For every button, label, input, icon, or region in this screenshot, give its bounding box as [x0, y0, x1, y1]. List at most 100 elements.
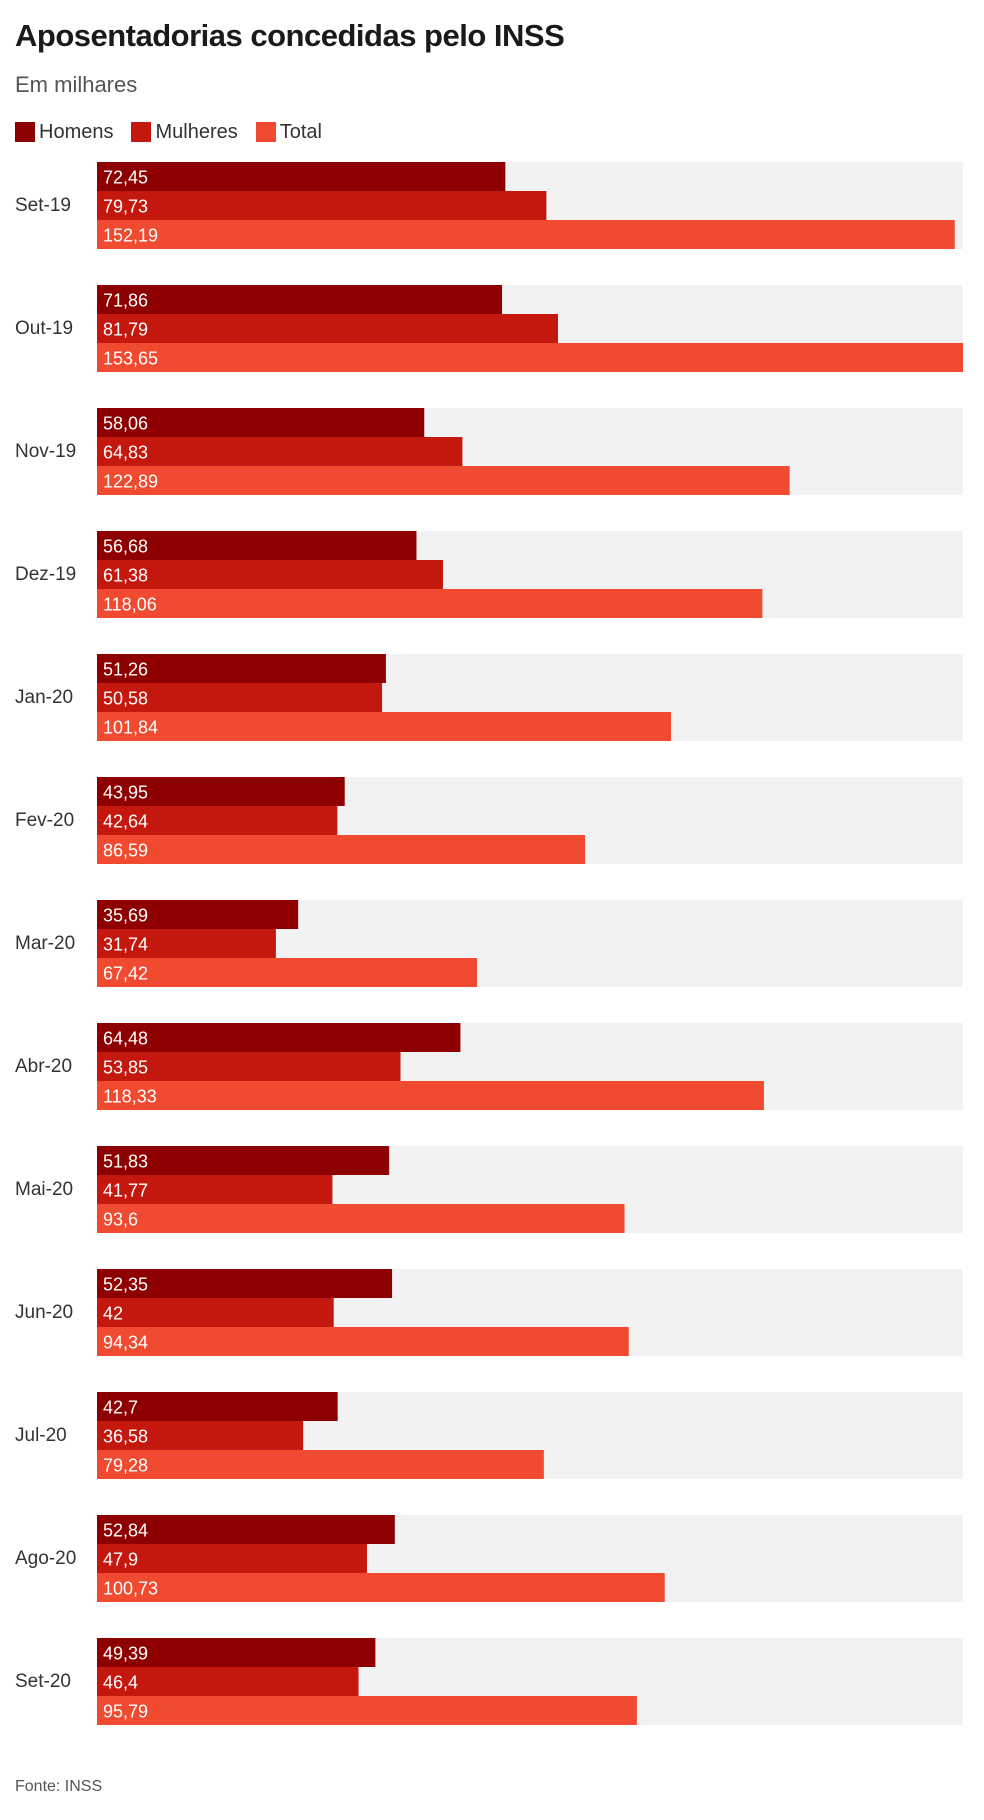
- bar-homens-jul-20: [97, 1392, 338, 1421]
- bar-mulheres-jun-20: [97, 1298, 334, 1327]
- value-label-homens-mar-20: 35,69: [103, 906, 148, 926]
- bar-homens-ago-20: [97, 1515, 395, 1544]
- bar-total-fev-20: [97, 835, 586, 864]
- bar-mulheres-abr-20: [97, 1052, 401, 1081]
- value-label-total-jun-20: 94,34: [103, 1333, 148, 1353]
- category-label-jul-20: Jul-20: [15, 1425, 67, 1446]
- legend: Homens Mulheres Total: [15, 119, 340, 145]
- value-label-total-out-19: 153,65: [103, 349, 158, 369]
- legend-swatch-homens: [15, 122, 35, 142]
- value-label-homens-abr-20: 64,48: [103, 1029, 148, 1049]
- bar-total-jun-20: [97, 1327, 629, 1356]
- category-label-dez-19: Dez-19: [15, 564, 76, 585]
- bar-mulheres-jul-20: [97, 1421, 304, 1450]
- bar-total-mai-20: [97, 1204, 625, 1233]
- bar-total-mar-20: [97, 958, 477, 987]
- value-label-total-set-19: 152,19: [103, 226, 158, 246]
- bar-mulheres-ago-20: [97, 1544, 367, 1573]
- bar-mulheres-mar-20: [97, 929, 276, 958]
- category-label-jun-20: Jun-20: [15, 1302, 73, 1323]
- legend-label-total: Total: [279, 120, 322, 143]
- value-label-homens-set-19: 72,45: [103, 168, 148, 188]
- legend-item-homens: Homens: [15, 121, 113, 144]
- category-label-set-20: Set-20: [15, 1671, 71, 1692]
- bar-total-jan-20: [97, 712, 671, 741]
- legend-swatch-total: [255, 122, 276, 142]
- bar-chart: Set-19 72,45 79,73 152,19 Out-19 71,86 81,79 15…: [15, 162, 963, 1725]
- category-label-mai-20: Mai-20: [15, 1179, 73, 1200]
- value-label-homens-jul-20: 42,7: [103, 1398, 138, 1418]
- category-label-nov-19: Nov-19: [15, 441, 76, 462]
- value-label-mulheres-jun-20: 42: [103, 1304, 123, 1324]
- category-label-jan-20: Jan-20: [15, 687, 73, 708]
- bar-total-out-19: [97, 343, 963, 372]
- value-label-mulheres-mar-20: 31,74: [103, 935, 148, 955]
- chart-title: Aposentadorias concedidas pelo INSS: [15, 18, 565, 53]
- value-label-mulheres-mai-20: 41,77: [103, 1181, 148, 1201]
- value-label-homens-nov-19: 58,06: [103, 414, 148, 434]
- legend-swatch-mulheres: [131, 122, 152, 142]
- value-label-mulheres-set-20: 46,4: [103, 1673, 138, 1693]
- bar-mulheres-jan-20: [97, 683, 383, 712]
- value-label-mulheres-nov-19: 64,83: [103, 443, 148, 463]
- value-label-mulheres-ago-20: 47,9: [103, 1550, 138, 1570]
- bar-homens-fev-20: [97, 777, 345, 806]
- bar-homens-set-19: [97, 162, 506, 191]
- bar-mulheres-set-19: [97, 191, 547, 220]
- value-label-total-dez-19: 118,06: [103, 595, 157, 615]
- bar-total-nov-19: [97, 466, 790, 495]
- bar-total-jul-20: [97, 1450, 544, 1479]
- value-label-homens-fev-20: 43,95: [103, 783, 148, 803]
- value-label-total-jul-20: 79,28: [103, 1456, 148, 1476]
- bar-homens-out-19: [97, 285, 503, 314]
- bar-homens-nov-19: [97, 408, 425, 437]
- bar-total-set-20: [97, 1696, 637, 1725]
- category-label-set-19: Set-19: [15, 195, 71, 216]
- value-label-homens-set-20: 49,39: [103, 1644, 148, 1664]
- bar-total-set-19: [97, 220, 955, 249]
- value-label-total-ago-20: 100,73: [103, 1579, 158, 1599]
- bar-homens-mai-20: [97, 1146, 390, 1175]
- value-label-mulheres-jul-20: 36,58: [103, 1427, 148, 1447]
- value-label-mulheres-jan-20: 50,58: [103, 689, 148, 709]
- bar-total-ago-20: [97, 1573, 665, 1602]
- bar-mulheres-dez-19: [97, 560, 443, 589]
- value-label-total-abr-20: 118,33: [103, 1087, 157, 1107]
- chart-subtitle: Em milhares: [15, 72, 138, 97]
- value-label-homens-jun-20: 52,35: [103, 1275, 148, 1295]
- category-label-ago-20: Ago-20: [15, 1548, 76, 1569]
- category-label-mar-20: Mar-20: [15, 933, 75, 954]
- bar-mulheres-fev-20: [97, 806, 338, 835]
- value-label-mulheres-fev-20: 42,64: [103, 812, 148, 832]
- bar-mulheres-nov-19: [97, 437, 463, 466]
- category-label-out-19: Out-19: [15, 318, 73, 339]
- bar-mulheres-out-19: [97, 314, 558, 343]
- bar-homens-jun-20: [97, 1269, 393, 1298]
- value-label-total-jan-20: 101,84: [103, 718, 158, 738]
- value-label-homens-jan-20: 51,26: [103, 660, 148, 680]
- value-label-total-mar-20: 67,42: [103, 964, 148, 984]
- value-label-homens-dez-19: 56,68: [103, 537, 148, 557]
- bar-total-dez-19: [97, 589, 763, 618]
- legend-label-homens: Homens: [39, 120, 114, 143]
- source-note: Fonte: INSS: [15, 1778, 103, 1795]
- legend-label-mulheres: Mulheres: [155, 120, 238, 143]
- value-label-mulheres-set-19: 79,73: [103, 197, 148, 217]
- value-label-homens-out-19: 71,86: [103, 291, 148, 311]
- bar-total-abr-20: [97, 1081, 764, 1110]
- bar-homens-mar-20: [97, 900, 299, 929]
- bar-homens-jan-20: [97, 654, 386, 683]
- value-label-mulheres-abr-20: 53,85: [103, 1058, 148, 1078]
- bar-homens-dez-19: [97, 531, 417, 560]
- bar-homens-set-20: [97, 1638, 376, 1667]
- legend-item-total: Total: [255, 120, 322, 144]
- legend-item-mulheres: Mulheres: [131, 120, 238, 144]
- value-label-homens-ago-20: 52,84: [103, 1521, 148, 1541]
- value-label-total-set-20: 95,79: [103, 1702, 148, 1722]
- category-label-fev-20: Fev-20: [15, 810, 74, 831]
- value-label-total-mai-20: 93,6: [103, 1210, 138, 1230]
- bar-homens-abr-20: [97, 1023, 461, 1052]
- value-label-homens-mai-20: 51,83: [103, 1152, 148, 1172]
- category-label-abr-20: Abr-20: [15, 1056, 72, 1077]
- value-label-total-nov-19: 122,89: [103, 472, 158, 492]
